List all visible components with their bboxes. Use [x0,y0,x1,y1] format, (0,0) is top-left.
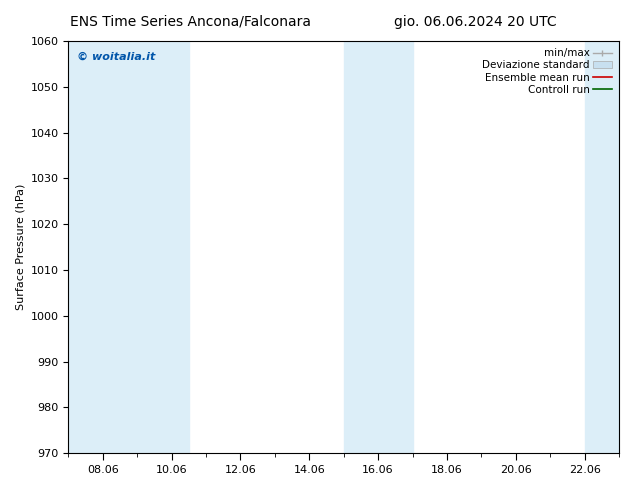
Text: ENS Time Series Ancona/Falconara: ENS Time Series Ancona/Falconara [70,15,311,29]
Bar [344,41,396,453]
Legend: min/max, Deviazione standard, Ensemble mean run, Controll run: min/max, Deviazione standard, Ensemble m… [480,46,614,97]
Bar [396,41,413,453]
Text: © woitalia.it: © woitalia.it [77,51,155,61]
Bar [68,41,155,453]
Y-axis label: Surface Pressure (hPa): Surface Pressure (hPa) [15,184,25,310]
Text: gio. 06.06.2024 20 UTC: gio. 06.06.2024 20 UTC [394,15,557,29]
Bar [155,41,189,453]
Bar [585,41,619,453]
